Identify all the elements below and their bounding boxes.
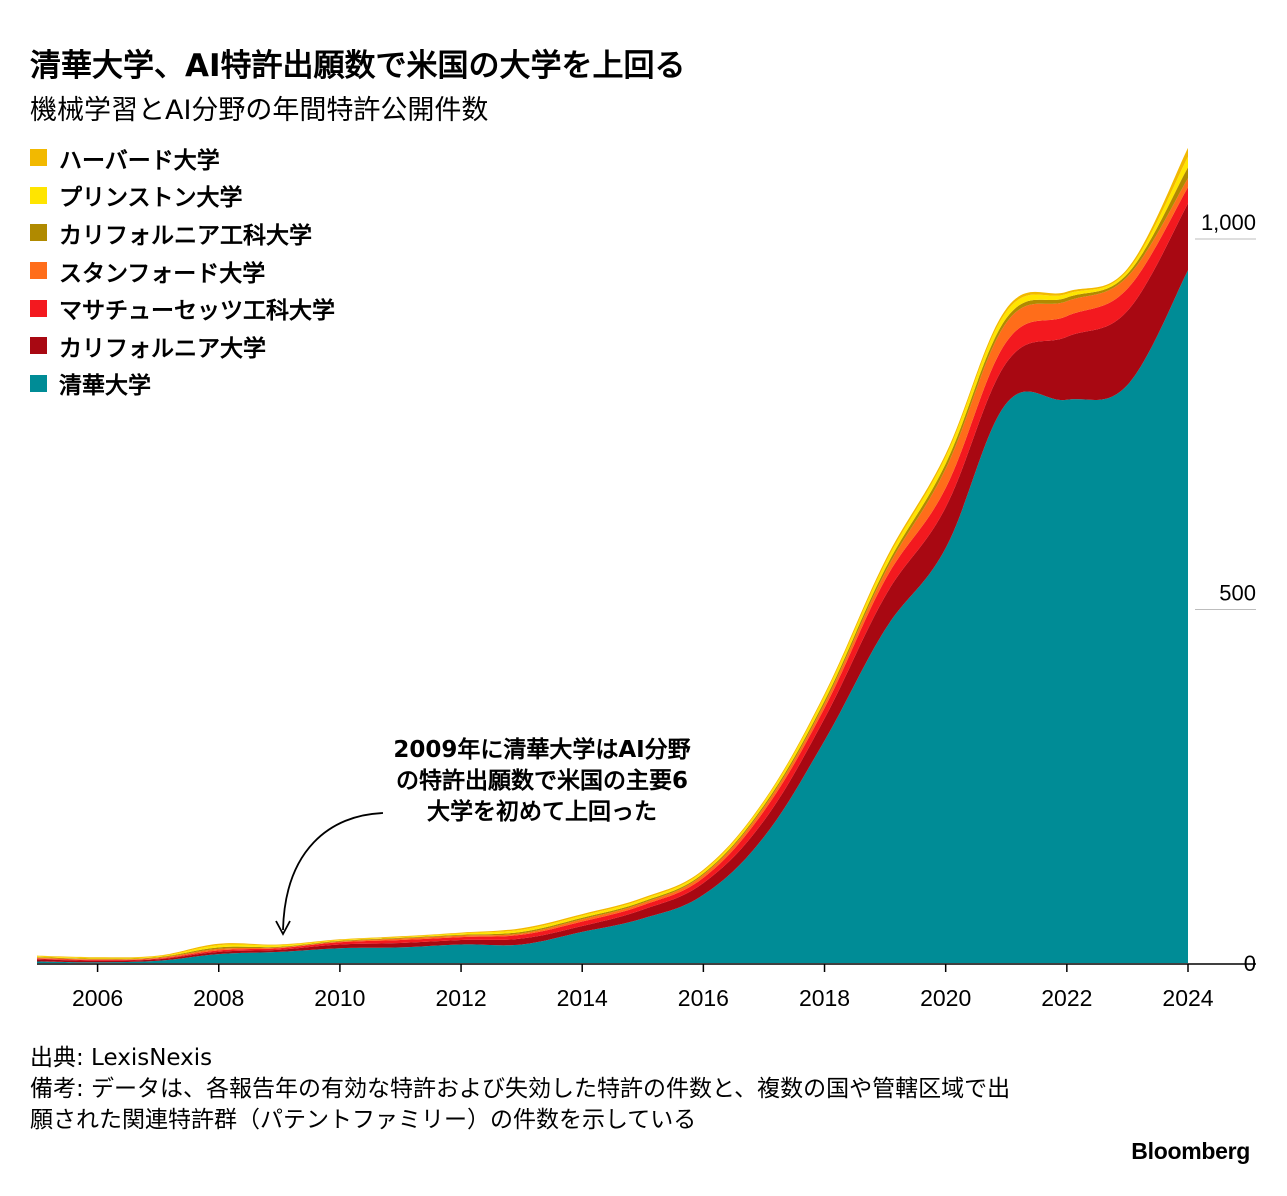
- x-tick-label: 2024: [1162, 985, 1213, 1011]
- legend-swatch: [30, 224, 47, 242]
- legend-item: 清華大学: [30, 365, 335, 403]
- chart-annotation: 2009年に清華大学はAI分野 の特許出願数で米国の主要6 大学を初めて上回った: [393, 737, 691, 825]
- legend-label: カリフォルニア大学: [59, 335, 266, 362]
- chart-subtitle: 機械学習とAI分野の年間特許公開件数: [30, 95, 489, 126]
- legend-swatch: [30, 149, 47, 167]
- x-tick-label: 2018: [799, 985, 850, 1011]
- x-tick-label: 2020: [920, 985, 971, 1011]
- legend-swatch: [30, 337, 47, 355]
- area-series-group: [37, 147, 1188, 963]
- legend-item: カリフォルニア工科大学: [30, 214, 335, 252]
- legend-label: プリンストン大学: [59, 185, 243, 212]
- annotation-arrow: [282, 812, 384, 931]
- legend-swatch: [30, 262, 47, 280]
- legend-item: スタンフォード大学: [30, 252, 335, 290]
- x-tick-label: 2022: [1041, 985, 1092, 1011]
- x-tick-label: 2012: [435, 985, 486, 1011]
- legend-item: カリフォルニア大学: [30, 327, 335, 365]
- x-tick-label: 2016: [678, 985, 729, 1011]
- legend-item: マサチューセッツ工科大学: [30, 289, 335, 327]
- bloomberg-logo: Bloomberg: [1131, 1138, 1250, 1164]
- legend-item: プリンストン大学: [30, 177, 335, 215]
- annotation-arrowhead: [275, 920, 291, 936]
- source-note: 出典: LexisNexis: [30, 1045, 213, 1071]
- x-tick-label: 2006: [72, 985, 123, 1011]
- legend-item: ハーバード大学: [30, 139, 335, 177]
- legend-label: スタンフォード大学: [59, 260, 266, 287]
- legend-label: マサチューセッツ工科大学: [59, 298, 335, 325]
- legend: ハーバード大学 プリンストン大学カリフォルニア工科大学 スタンフォード大学マサチュー…: [30, 139, 335, 402]
- legend-label: カリフォルニア工科大学: [59, 222, 312, 249]
- x-tick-label: 2010: [314, 985, 365, 1011]
- legend-swatch: [30, 186, 47, 204]
- chart-title: 清華大学、AI特許出願数で米国の大学を上回る: [30, 48, 686, 84]
- footnote: 備考: データは、各報告年の有効な特許および失効した特許の件数と、複数の国や管轄…: [30, 1076, 1011, 1133]
- y-tick-label: 500: [1219, 581, 1256, 606]
- area-series: [37, 270, 1188, 963]
- legend-label: 清華大学: [59, 373, 151, 400]
- legend-swatch: [30, 299, 47, 317]
- x-axis: 2006 2008 2010 2012 2014 2016 2018 2020 2022 2024: [37, 963, 1256, 1011]
- x-tick-label: 2008: [193, 985, 244, 1011]
- y-tick-label: 1,000: [1201, 210, 1256, 235]
- legend-swatch: [30, 374, 47, 392]
- x-tick-label: 2014: [557, 985, 608, 1011]
- legend-label: ハーバード大学: [59, 147, 220, 174]
